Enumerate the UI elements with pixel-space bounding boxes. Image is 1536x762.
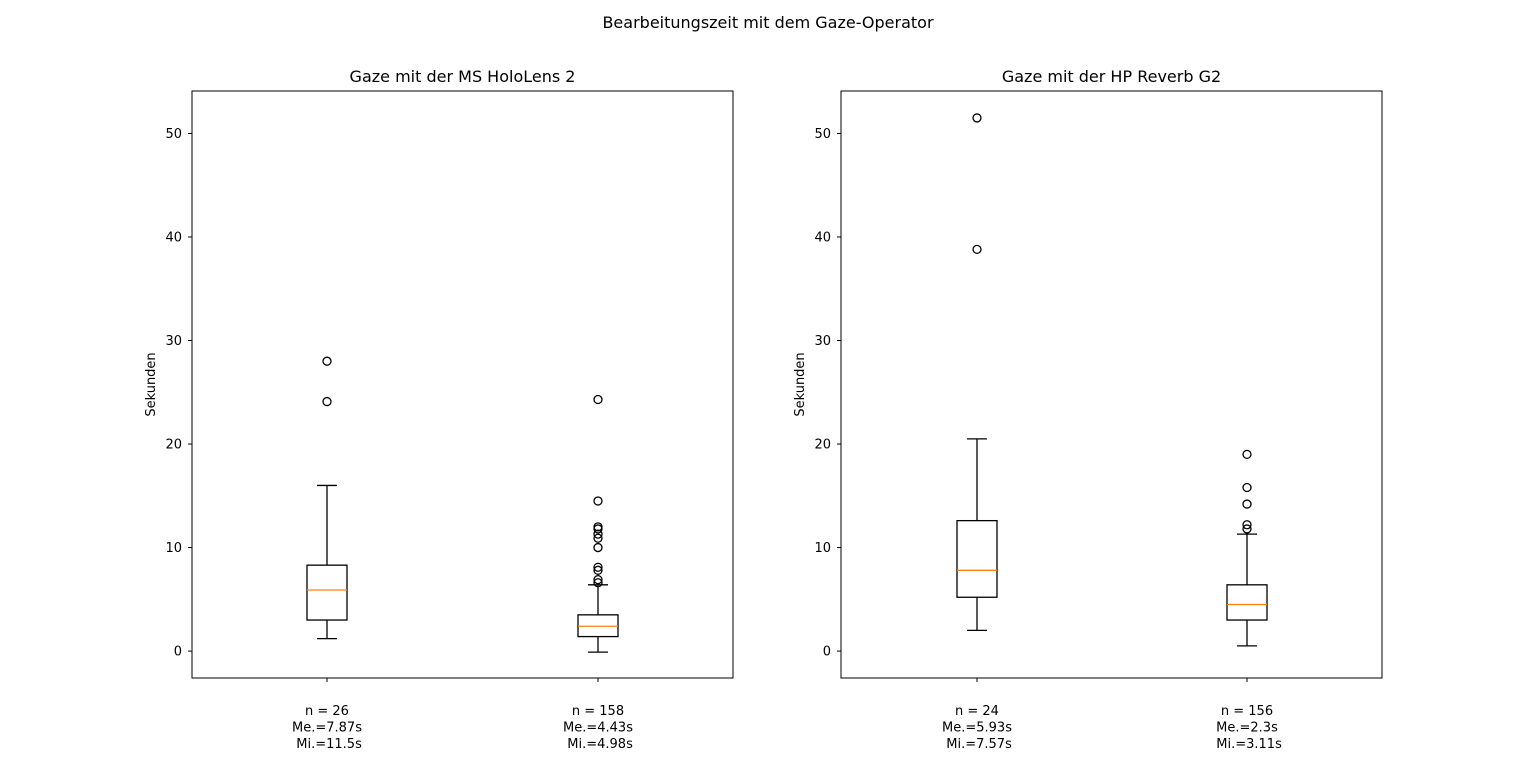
y-tick-label: 20: [814, 438, 831, 453]
box: [306, 564, 348, 621]
x-tick-label-line: Me.=2.3s: [1216, 721, 1278, 736]
x-tick-label: n = 158 Me.=4.43s Mi.=4.98s: [563, 704, 633, 752]
y-tick-label: 40: [165, 230, 182, 245]
outlier-point: [593, 533, 603, 543]
x-tick-label-line: Me.=5.93s: [942, 721, 1012, 736]
y-tick-label: 40: [814, 230, 831, 245]
outlier-point: [322, 356, 332, 366]
box-group-1: n = 26 Me.=7.87s Mi.=11.5s: [292, 356, 362, 752]
x-tick-label-line: n = 26: [305, 704, 349, 719]
x-tick-label: n = 24 Me.=5.93s Mi.=7.57s: [942, 704, 1012, 752]
y-tick-label: 30: [165, 334, 182, 349]
x-tick-label-line: Mi.=11.5s: [292, 737, 362, 752]
y-tick-label: 20: [165, 438, 182, 453]
x-tick-label-line: Mi.=4.98s: [563, 737, 633, 752]
y-axis-label: Sekunden: [144, 352, 159, 416]
x-tick-label-line: n = 24: [955, 704, 999, 719]
outlier-point: [593, 394, 603, 405]
box-group-2: n = 156 Me.=2.3s Mi.=3.11s: [1212, 449, 1282, 752]
x-tick-label-line: Mi.=3.11s: [1212, 737, 1282, 752]
outlier-point: [593, 562, 603, 572]
x-tick-label: n = 26 Me.=7.87s Mi.=11.5s: [292, 704, 362, 752]
x-tick-label-line: Me.=4.43s: [563, 721, 633, 736]
box-group-2: n = 158 Me.=4.43s Mi.=4.98s: [563, 394, 633, 752]
y-tick-label: 30: [814, 334, 831, 349]
box: [956, 519, 998, 598]
outlier-point: [1242, 524, 1252, 534]
outlier-point: [1242, 520, 1252, 530]
y-axis-label: Sekunden: [793, 352, 808, 416]
chart-title: Gaze mit der HP Reverb G2: [1002, 67, 1221, 86]
outlier-point: [322, 396, 332, 407]
outlier-point: [593, 542, 603, 553]
box-group-1: n = 24 Me.=5.93s Mi.=7.57s: [942, 113, 1012, 752]
y-tick-label: 50: [814, 127, 831, 142]
outlier-point: [593, 574, 603, 585]
outlier-point: [1242, 482, 1252, 493]
outlier-point: [593, 496, 603, 506]
outlier-point: [593, 578, 603, 588]
figure-title: Bearbeitungszeit mit dem Gaze-Operator: [602, 13, 934, 32]
y-tick-label: 0: [823, 645, 831, 660]
box: [1226, 584, 1268, 621]
x-tick-label-line: Me.=7.87s: [292, 721, 362, 736]
outlier-point: [1242, 449, 1252, 460]
outlier-point: [972, 113, 982, 123]
y-tick-label: 10: [165, 541, 182, 556]
x-tick-label-line: n = 158: [572, 704, 624, 719]
y-tick-label: 10: [814, 541, 831, 556]
x-tick-label-line: Mi.=7.57s: [942, 737, 1012, 752]
chart-title: Gaze mit der MS HoloLens 2: [350, 67, 576, 86]
outlier-point: [593, 565, 603, 575]
plot-frame: [840, 90, 1383, 679]
outlier-point: [972, 244, 982, 255]
chart-panel-1: Gaze mit der MS HoloLens 2 Sekunden 0 10 20 3…: [144, 67, 734, 752]
chart-panel-2: Gaze mit der HP Reverb G2 Sekunden 0 10 20 30…: [793, 67, 1383, 752]
outlier-point: [593, 529, 603, 539]
plot-frame: [191, 90, 734, 679]
outlier-point: [593, 522, 603, 532]
x-tick-label-line: n = 156: [1221, 704, 1273, 719]
y-tick-label: 50: [165, 127, 182, 142]
outlier-point: [1242, 499, 1252, 509]
x-tick-label: n = 156 Me.=2.3s Mi.=3.11s: [1212, 704, 1282, 752]
y-tick-label: 0: [174, 645, 182, 660]
